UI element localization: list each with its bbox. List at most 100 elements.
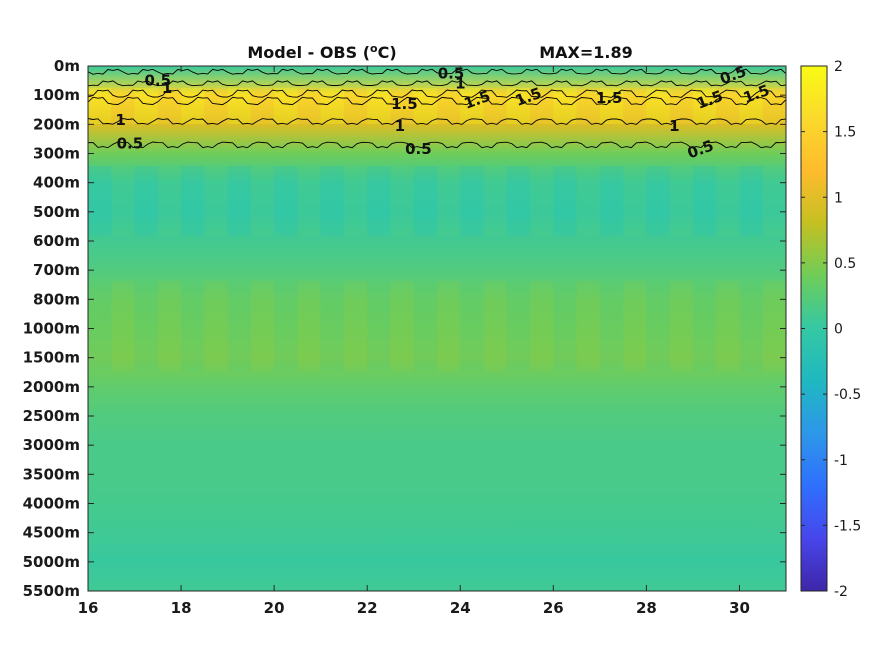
texture-cell — [483, 166, 507, 236]
contour-label: 1 — [395, 117, 405, 135]
y-tick-label: 800m — [33, 290, 80, 308]
x-tick-label: 18 — [171, 599, 192, 617]
texture-cell — [530, 166, 554, 236]
colorbar-tick-label: -2 — [834, 584, 848, 600]
texture-cell — [367, 88, 391, 124]
texture-cell — [762, 166, 786, 236]
chart-title: Model - OBS (oC) — [247, 42, 396, 62]
texture-cell — [623, 166, 647, 236]
texture-cell — [623, 281, 647, 371]
texture-cell — [204, 166, 228, 236]
contour-1-lower — [88, 118, 786, 125]
texture-cell — [506, 281, 531, 371]
y-tick-label: 3000m — [23, 436, 80, 454]
contour-label: 0.5 — [145, 72, 172, 90]
contour-1.5-lower — [88, 96, 786, 106]
texture-cell — [506, 166, 531, 236]
texture-cell — [413, 281, 437, 371]
texture-cell — [437, 88, 461, 124]
y-tick-label: 5000m — [23, 553, 80, 571]
texture-cell — [413, 166, 437, 236]
texture-cell — [762, 281, 786, 371]
texture-cell — [320, 166, 344, 236]
y-tick-label: 500m — [33, 203, 80, 221]
texture-cell — [343, 166, 368, 236]
texture-cell — [646, 281, 670, 371]
colorbar-tick-label: -0.5 — [834, 387, 861, 403]
texture-cell — [181, 166, 205, 236]
texture-cell — [576, 88, 600, 124]
texture-cell — [88, 166, 112, 236]
contour-label: 0.5 — [117, 134, 144, 152]
texture-cell — [460, 281, 484, 371]
texture-cell — [111, 166, 135, 236]
x-tick-label: 20 — [264, 599, 285, 617]
contour-1.5-upper — [88, 89, 786, 98]
texture-cell — [343, 281, 368, 371]
contour-label: 1 — [162, 79, 172, 97]
texture-cell — [88, 88, 112, 124]
texture-cell — [506, 88, 531, 124]
texture-cell — [274, 281, 298, 371]
colorbar-scale — [800, 65, 828, 592]
y-tick-label: 5500m — [23, 582, 80, 600]
y-tick-label: 4500m — [23, 524, 80, 542]
texture-cell — [692, 166, 717, 236]
contour-1-upper — [88, 80, 786, 87]
y-tick-label: 1000m — [23, 320, 80, 338]
colorbar-tick-label: 0 — [834, 322, 843, 338]
texture-cell — [111, 281, 135, 371]
texture-cell — [576, 281, 600, 371]
y-tick-label: 700m — [33, 261, 80, 279]
x-tick-label: 22 — [357, 599, 378, 617]
texture-cell — [157, 166, 182, 236]
texture-cell — [134, 281, 158, 371]
texture-cell — [250, 281, 275, 371]
texture-cell — [483, 281, 507, 371]
texture-cell — [716, 281, 740, 371]
x-tick-label: 24 — [450, 599, 471, 617]
y-tick-label: 4000m — [23, 495, 80, 513]
texture-cell — [739, 281, 763, 371]
plot-area: 0.510.51 0.51.5 1.5 1.5 1.5 1.5 1.51 1 10.5 0.5 0.… — [87, 62, 787, 592]
texture-cell — [227, 166, 251, 236]
texture-cell — [157, 281, 182, 371]
texture-cell — [460, 166, 484, 236]
texture-cell — [669, 166, 693, 236]
texture-cell — [343, 88, 368, 124]
contour-lines — [88, 68, 786, 149]
contour-label: 1.5 — [596, 89, 623, 107]
heatmap-texture — [88, 88, 786, 371]
texture-cell — [297, 166, 321, 236]
x-tick-label: 30 — [729, 599, 750, 617]
texture-cell — [716, 166, 740, 236]
texture-cell — [390, 166, 414, 236]
texture-cell — [599, 166, 624, 236]
y-tick-label: 3500m — [23, 465, 80, 483]
texture-cell — [553, 166, 577, 236]
texture-cell — [692, 281, 717, 371]
texture-cell — [553, 281, 577, 371]
colorbar-tick-label: 1.5 — [834, 125, 856, 141]
contour-label: 0.5 — [438, 64, 465, 82]
texture-cell — [553, 88, 577, 124]
texture-cell — [367, 281, 391, 371]
y-tick-label: 600m — [33, 232, 80, 250]
texture-cell — [530, 281, 554, 371]
y-tick-label: 200m — [33, 115, 80, 133]
colorbar-tick-label: -1 — [834, 453, 848, 469]
texture-cell — [320, 281, 344, 371]
texture-cell — [297, 281, 321, 371]
contour-label: 1 — [455, 75, 465, 93]
texture-cell — [437, 281, 461, 371]
y-tick-label: 0m — [54, 57, 80, 75]
texture-cell — [390, 281, 414, 371]
texture-cell — [646, 166, 670, 236]
texture-cell — [134, 166, 158, 236]
y-tick-label: 400m — [33, 174, 80, 192]
texture-cell — [181, 281, 205, 371]
texture-cell — [576, 166, 600, 236]
contour-0.5-lower — [88, 141, 786, 149]
texture-cell — [437, 166, 461, 236]
